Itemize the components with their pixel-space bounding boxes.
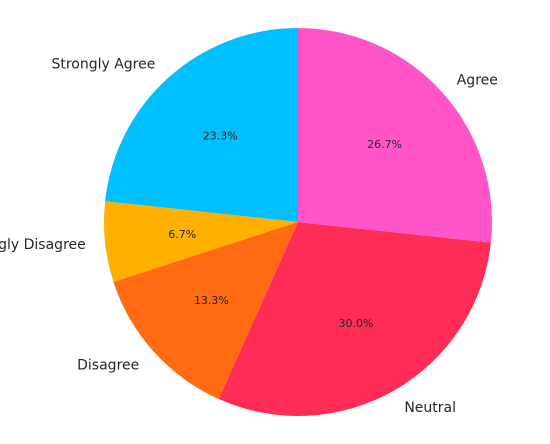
pie-slice-disagree — [113, 222, 299, 400]
category-label: Agree — [457, 72, 498, 88]
pie-slice-neutral — [218, 222, 491, 416]
pie-slices — [103, 28, 492, 416]
pie-slice-strongly-disagree — [103, 201, 298, 282]
percent-labels: 23.3% 6.7% 13.3% 30.0% 26.7% — [168, 129, 402, 330]
percent-label: 6.7% — [168, 228, 196, 241]
category-label: Strongly Disagree — [0, 237, 86, 253]
pie-slice-agree — [298, 28, 492, 243]
category-label: Strongly Agree — [51, 56, 155, 72]
category-label: Neutral — [404, 400, 456, 416]
category-labels: Strongly Agree Strongly Disagree Disagree N… — [0, 56, 498, 416]
category-label: Disagree — [77, 358, 139, 374]
pie-slice-strongly-agree — [105, 28, 298, 222]
percent-label: 26.7% — [367, 138, 402, 151]
percent-label: 13.3% — [194, 294, 229, 307]
percent-label: 30.0% — [339, 317, 374, 330]
percent-label: 23.3% — [203, 129, 238, 142]
